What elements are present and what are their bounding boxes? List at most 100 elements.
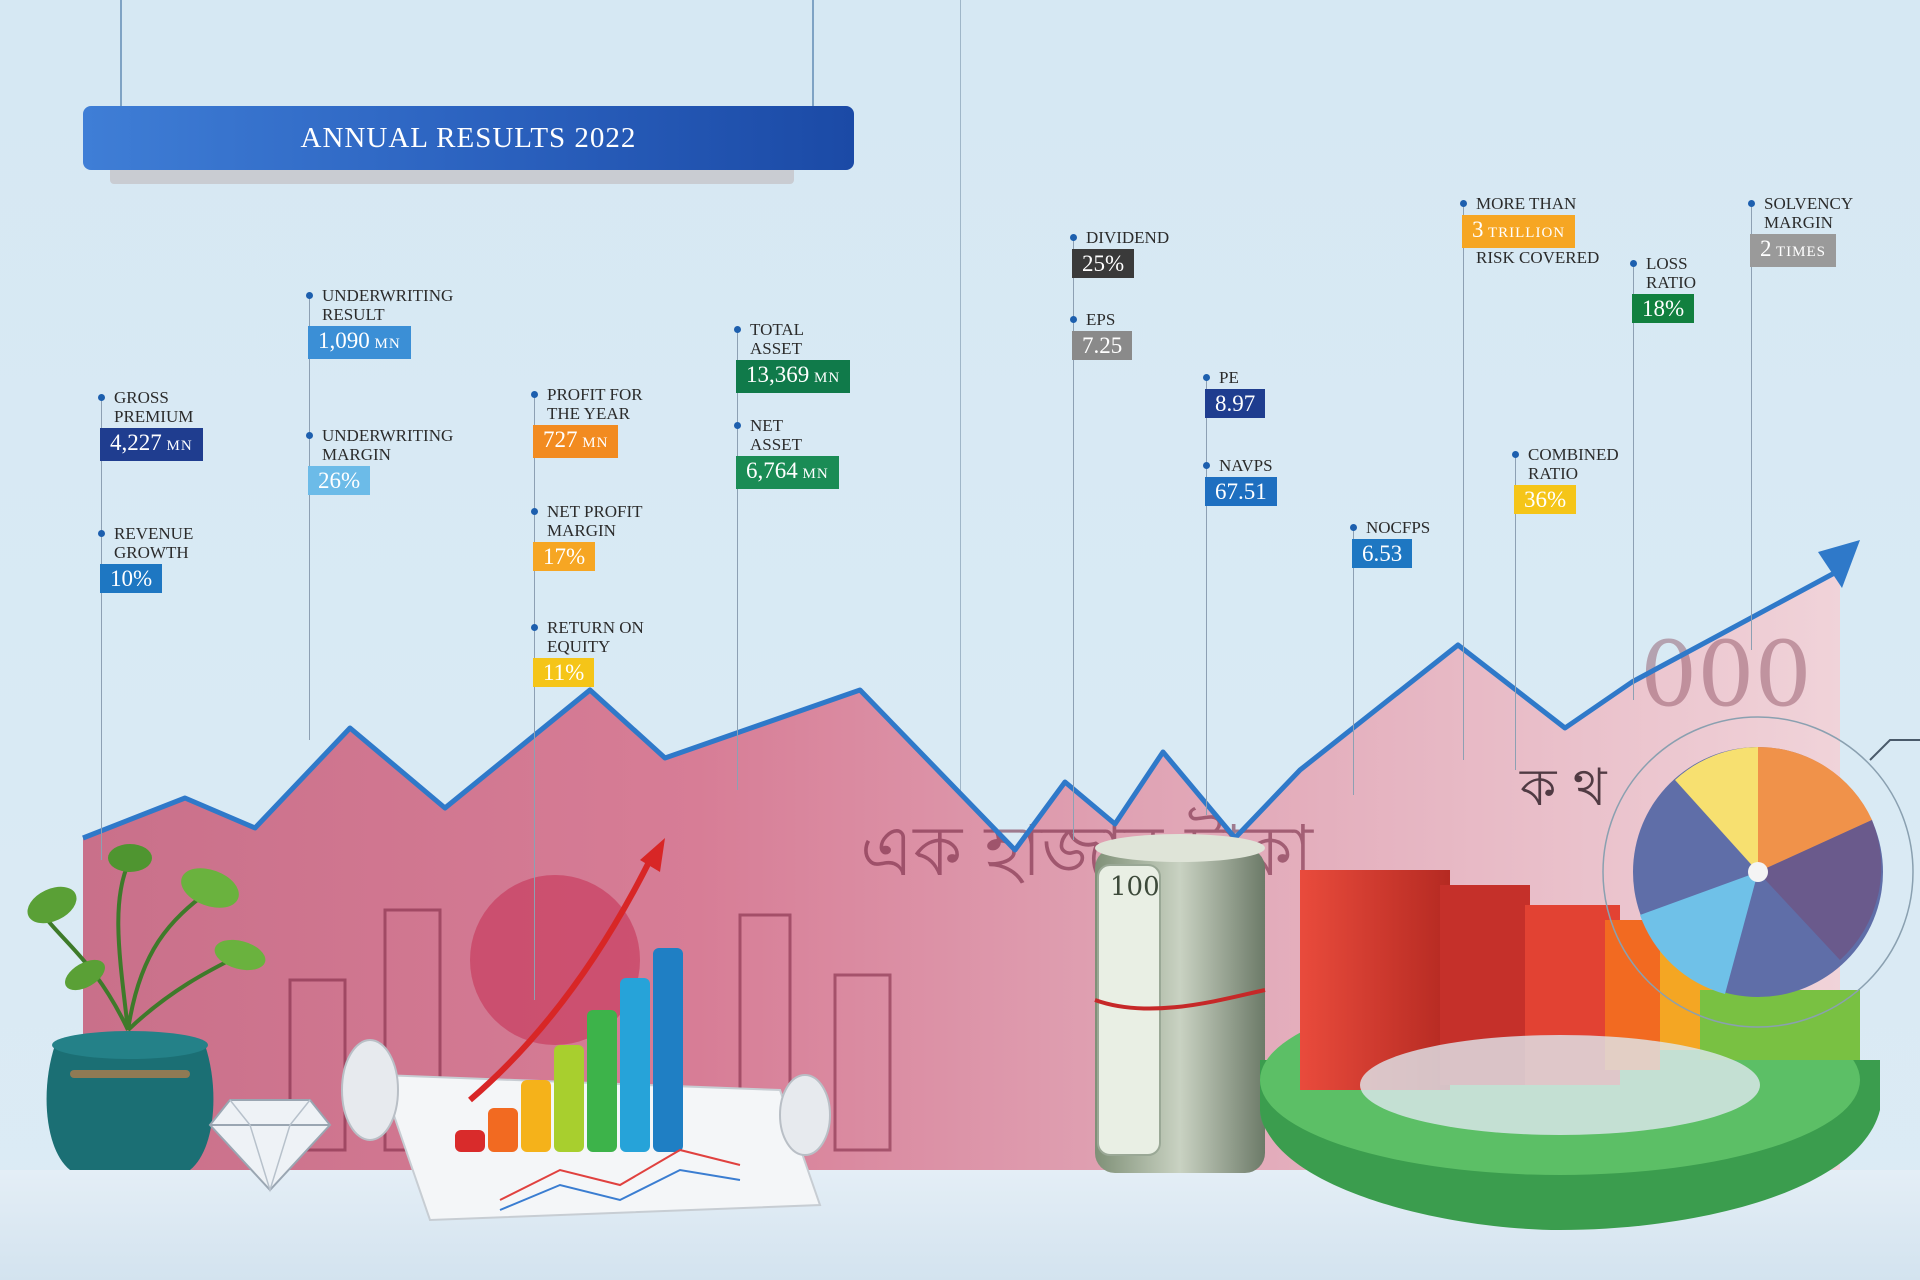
gross-premium-value: 4,227 bbox=[110, 430, 162, 455]
navps-value-badge: 67.51 bbox=[1205, 477, 1277, 506]
risk-covered-leader-line bbox=[1463, 204, 1464, 760]
diamond bbox=[208, 1099, 332, 1193]
net-asset-label: NET ASSET bbox=[750, 416, 802, 454]
svg-text:100: 100 bbox=[1110, 872, 1160, 902]
nocfps-label: NOCFPS bbox=[1366, 518, 1431, 537]
pe-label: PE bbox=[1219, 368, 1239, 387]
profit-for-year-unit: MN bbox=[577, 435, 609, 451]
metric-pe: PE 8.97 bbox=[1205, 368, 1266, 418]
metric-risk-covered: MORE THAN 3 TRILLION RISK COVERED bbox=[1462, 194, 1599, 267]
return-on-equity-label: RETURN ON EQUITY bbox=[547, 618, 644, 656]
metric-net-asset: NET ASSET 6,764 MN bbox=[736, 416, 839, 489]
dividend-marker-dot bbox=[1070, 234, 1077, 241]
eps-marker-dot bbox=[1070, 316, 1077, 323]
metric-solvency-margin: SOLVENCY MARGIN 2 TIMES bbox=[1750, 194, 1853, 267]
metric-nocfps: NOCFPS 6.53 bbox=[1352, 518, 1430, 568]
underwriting-margin-value-badge: 26% bbox=[308, 466, 371, 495]
pie-chart bbox=[1602, 716, 1920, 1028]
revenue-growth-value: 10% bbox=[110, 566, 153, 591]
solvency-margin-label: SOLVENCY MARGIN bbox=[1764, 194, 1854, 232]
loss-ratio-marker-dot bbox=[1630, 260, 1637, 267]
underwriting-margin-value: 26% bbox=[318, 468, 361, 493]
net-asset-marker-dot bbox=[734, 422, 741, 429]
loss-ratio-label: LOSS RATIO bbox=[1646, 254, 1697, 292]
net-asset-value: 6,764 bbox=[746, 458, 798, 483]
metric-net-profit-margin: NET PROFIT MARGIN 17% bbox=[533, 502, 643, 571]
gross-premium-unit: MN bbox=[161, 438, 193, 454]
metric-underwriting-margin: UNDERWRITING MARGIN 26% bbox=[308, 426, 453, 495]
underwriting-result-value: 1,090 bbox=[318, 328, 370, 353]
solvency-margin-unit: TIMES bbox=[1771, 244, 1826, 260]
solvency-margin-leader-line bbox=[1751, 204, 1752, 650]
dividend-value: 25% bbox=[1082, 251, 1125, 276]
pe-marker-dot bbox=[1203, 374, 1210, 381]
banknote-sun-disc bbox=[470, 875, 640, 1045]
nocfps-marker-dot bbox=[1350, 524, 1357, 531]
gross-premium-label: GROSS PREMIUM bbox=[114, 388, 194, 426]
return-on-equity-value: 11% bbox=[543, 660, 585, 685]
pe-value-badge: 8.97 bbox=[1205, 389, 1266, 418]
metric-total-asset: TOTAL ASSET 13,369 MN bbox=[736, 320, 851, 393]
banner-hanger-right bbox=[812, 0, 814, 108]
underwriting-result-leader-line bbox=[309, 296, 310, 740]
gross-premium-value-badge: 4,227 MN bbox=[100, 428, 203, 461]
gross-premium-leader-line bbox=[101, 398, 102, 860]
risk-covered-label-after: RISK COVERED bbox=[1476, 248, 1600, 267]
total-asset-leader-line bbox=[737, 330, 738, 790]
profit-for-year-marker-dot bbox=[531, 391, 538, 398]
dividend-value-badge: 25% bbox=[1072, 249, 1135, 278]
total-asset-unit: MN bbox=[809, 370, 841, 386]
pe-leader-line bbox=[1206, 378, 1207, 815]
combined-ratio-marker-dot bbox=[1512, 451, 1519, 458]
loss-ratio-value-badge: 18% bbox=[1632, 294, 1695, 323]
underwriting-result-value-badge: 1,090 MN bbox=[308, 326, 411, 359]
profit-for-year-label: PROFIT FOR THE YEAR bbox=[547, 385, 643, 423]
metric-loss-ratio: LOSS RATIO 18% bbox=[1632, 254, 1696, 323]
net-profit-margin-label: NET PROFIT MARGIN bbox=[547, 502, 643, 540]
return-on-equity-value-badge: 11% bbox=[533, 658, 595, 687]
profit-for-year-value-badge: 727 MN bbox=[533, 425, 619, 458]
underwriting-result-unit: MN bbox=[369, 336, 401, 352]
revenue-growth-label: REVENUE GROWTH bbox=[114, 524, 194, 562]
risk-covered-value: 3 bbox=[1472, 217, 1484, 242]
combined-ratio-value-badge: 36% bbox=[1514, 485, 1577, 514]
total-asset-label: TOTAL ASSET bbox=[750, 320, 805, 358]
metric-revenue-growth: REVENUE GROWTH 10% bbox=[100, 524, 193, 593]
net-profit-margin-marker-dot bbox=[531, 508, 538, 515]
eps-label: EPS bbox=[1086, 310, 1116, 329]
underwriting-margin-label: UNDERWRITING MARGIN bbox=[322, 426, 454, 464]
dollar-roll: 100 bbox=[1094, 834, 1266, 1173]
gross-premium-marker-dot bbox=[98, 394, 105, 401]
combined-ratio-label: COMBINED RATIO bbox=[1528, 445, 1619, 483]
risk-covered-value-badge: 3 TRILLION bbox=[1462, 215, 1576, 248]
metric-profit-for-year: PROFIT FOR THE YEAR 727 MN bbox=[533, 385, 643, 458]
combined-ratio-value: 36% bbox=[1524, 487, 1567, 512]
eps-value-badge: 7.25 bbox=[1072, 331, 1133, 360]
dividend-label: DIVIDEND bbox=[1086, 228, 1170, 247]
metric-underwriting-result: UNDERWRITING RESULT 1,090 MN bbox=[308, 286, 453, 359]
banner-hanger-left bbox=[120, 0, 122, 108]
banner-title: ANNUAL RESULTS 2022 bbox=[83, 106, 854, 170]
metric-dividend: DIVIDEND 25% bbox=[1072, 228, 1169, 278]
net-profit-margin-value-badge: 17% bbox=[533, 542, 596, 571]
growth-trend-line bbox=[82, 567, 1842, 853]
net-asset-unit: MN bbox=[797, 466, 829, 482]
paper-bar-chart bbox=[341, 838, 831, 1222]
banknote-numerals: 000 bbox=[1640, 622, 1812, 727]
loss-ratio-leader-line bbox=[1633, 264, 1634, 700]
risk-covered-unit: TRILLION bbox=[1483, 225, 1566, 241]
loss-ratio-value: 18% bbox=[1642, 296, 1685, 321]
page-fold-line bbox=[960, 0, 961, 1280]
revenue-growth-value-badge: 10% bbox=[100, 564, 163, 593]
profit-for-year-value: 727 bbox=[543, 427, 578, 452]
trend-arrowhead bbox=[1818, 540, 1860, 588]
navps-value: 67.51 bbox=[1215, 479, 1267, 504]
net-asset-value-badge: 6,764 MN bbox=[736, 456, 839, 489]
eps-value: 7.25 bbox=[1082, 333, 1123, 358]
underwriting-result-marker-dot bbox=[306, 292, 313, 299]
metric-eps: EPS 7.25 bbox=[1072, 310, 1133, 360]
underwriting-result-label: UNDERWRITING RESULT bbox=[322, 286, 454, 324]
risk-covered-label: MORE THAN bbox=[1476, 194, 1577, 213]
